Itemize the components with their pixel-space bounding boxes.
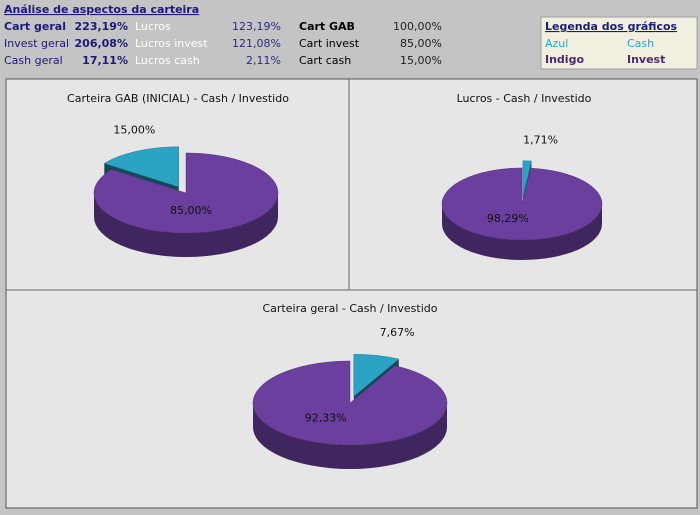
summary-label: Cart invest bbox=[299, 37, 360, 50]
pie-side bbox=[94, 193, 278, 257]
summary-value: 85,00% bbox=[400, 37, 442, 50]
summary-label: Invest geral bbox=[4, 37, 69, 50]
summary-label: Lucros invest bbox=[135, 37, 208, 50]
summary-label: Lucros cash bbox=[135, 54, 200, 67]
legend-entry: Azul bbox=[545, 37, 568, 50]
summary-label: Cart cash bbox=[299, 54, 351, 67]
data-label: 98,29% bbox=[487, 212, 529, 225]
pie-slice bbox=[353, 354, 400, 397]
legend-entry: Indigo bbox=[545, 53, 584, 66]
legend-entry: Invest bbox=[627, 53, 665, 66]
summary-value: 123,19% bbox=[232, 20, 281, 33]
pie-side bbox=[442, 204, 602, 260]
pie-slice bbox=[441, 167, 603, 241]
summary-value: 100,00% bbox=[393, 20, 442, 33]
summary-value: 17,11% bbox=[82, 54, 128, 67]
chart-title: Carteira geral - Cash / Investido bbox=[262, 302, 437, 315]
summary-label: Cart GAB bbox=[299, 20, 355, 33]
legend-title: Legenda dos gráficos bbox=[545, 20, 678, 33]
pie-side bbox=[253, 403, 447, 469]
legend-entry: Cash bbox=[627, 37, 654, 50]
summary-value: 223,19% bbox=[75, 20, 128, 33]
pie-slice bbox=[252, 360, 448, 446]
summary-value: 15,00% bbox=[400, 54, 442, 67]
summary-label: Cart geral bbox=[4, 20, 66, 33]
summary-label: Lucros bbox=[135, 20, 171, 33]
data-label: 7,67% bbox=[380, 326, 415, 339]
chart-title: Lucros - Cash / Investido bbox=[457, 92, 592, 105]
summary-label: Cash geral bbox=[4, 54, 63, 67]
pie-slice bbox=[93, 152, 279, 234]
summary-value: 2,11% bbox=[246, 54, 281, 67]
data-label: 15,00% bbox=[113, 124, 155, 137]
data-label: 92,33% bbox=[305, 412, 347, 425]
data-label: 1,71% bbox=[523, 133, 558, 146]
summary-value: 206,08% bbox=[75, 37, 128, 50]
chart-title: Carteira GAB (INICIAL) - Cash / Investid… bbox=[67, 92, 289, 105]
legend-box bbox=[540, 16, 698, 70]
data-label: 85,00% bbox=[170, 204, 212, 217]
summary-value: 121,08% bbox=[232, 37, 281, 50]
pie-slice bbox=[103, 146, 179, 188]
summary-title: Análise de aspectos da carteira bbox=[4, 3, 199, 16]
pie-slice bbox=[522, 160, 532, 197]
